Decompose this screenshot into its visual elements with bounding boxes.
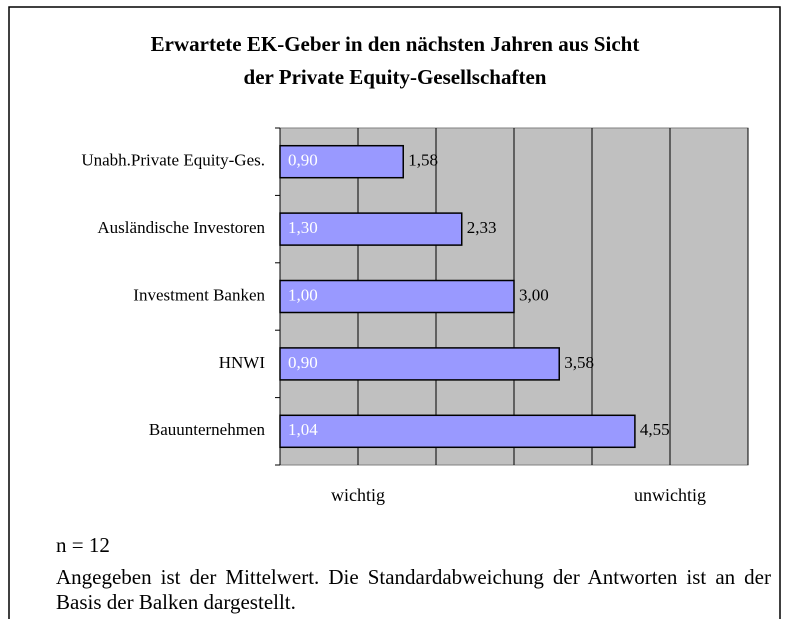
- value-label: 4,55: [640, 420, 670, 439]
- y-tick-label: Investment Banken: [133, 285, 265, 304]
- y-tick-label: HNWI: [219, 353, 266, 372]
- value-label: 1,58: [408, 151, 438, 170]
- footnote: n = 12: [56, 533, 110, 557]
- std-label: 1,00: [288, 285, 318, 304]
- y-tick-label: Ausländische Investoren: [97, 218, 265, 237]
- std-label: 0,90: [288, 151, 318, 170]
- bar: [279, 279, 515, 314]
- value-label: 3,00: [519, 285, 549, 304]
- bar: [279, 144, 404, 179]
- chart-title: der Private Equity-Gesellschaften: [244, 65, 547, 89]
- y-tick-label: Bauunternehmen: [149, 420, 266, 439]
- note: Angegeben ist der Mittelwert. Die Standa…: [56, 565, 771, 614]
- value-label: 3,58: [564, 353, 594, 372]
- value-label: 2,33: [467, 218, 497, 237]
- frame: [8, 6, 781, 619]
- bar: [279, 347, 560, 381]
- bar: [279, 212, 463, 246]
- std-label: 0,90: [288, 353, 318, 372]
- bar: [279, 414, 636, 449]
- x-axis-label: wichtig: [331, 485, 385, 505]
- chart-title: Erwartete EK-Geber in den nächsten Jahre…: [151, 32, 640, 56]
- std-label: 1,30: [288, 218, 318, 237]
- y-tick-label: Unabh.Private Equity-Ges.: [81, 151, 265, 170]
- std-label: 1,04: [288, 420, 318, 439]
- x-axis-label: unwichtig: [634, 485, 706, 505]
